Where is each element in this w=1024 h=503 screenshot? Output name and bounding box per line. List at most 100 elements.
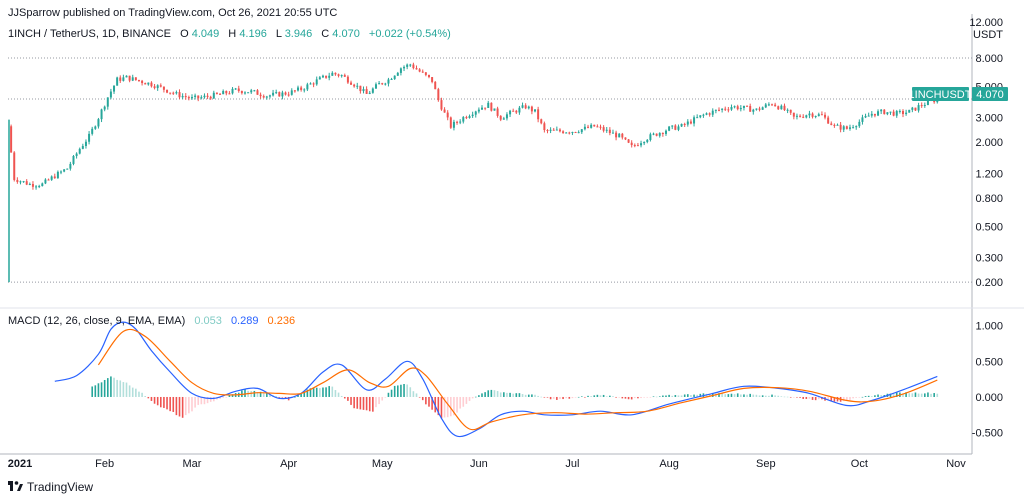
brand: TradingView	[8, 480, 93, 494]
time-axis-label: Oct	[851, 458, 868, 470]
candle-up	[459, 121, 462, 123]
candle-up	[583, 126, 586, 130]
macd-histogram-bar	[593, 395, 596, 397]
time-axis-label: Aug	[659, 458, 679, 470]
macd-histogram-bar	[924, 393, 926, 397]
candle-down	[300, 87, 303, 90]
candle-up	[41, 183, 44, 187]
macd-histogram-bar	[499, 392, 502, 397]
candle-up	[265, 96, 268, 98]
time-axis-label: Sep	[756, 458, 776, 470]
candle-up	[730, 107, 733, 110]
candle-down	[624, 137, 627, 140]
time-axis-label: Jul	[565, 458, 579, 470]
candle-up	[867, 115, 870, 117]
candle-up	[272, 92, 275, 96]
last-price-tag-value-bg	[972, 87, 1008, 101]
macd-macd-value: 0.289	[231, 315, 259, 327]
macd-histogram-bar	[736, 393, 739, 397]
macd-histogram-bar	[721, 393, 723, 397]
candle-down	[512, 110, 515, 112]
macd-tick-label: 1.000	[975, 321, 1003, 333]
candle-up	[786, 109, 789, 111]
macd-histogram-bar	[178, 396, 181, 417]
candle-down	[901, 110, 904, 115]
candle-up	[331, 72, 334, 76]
candle-up	[521, 105, 524, 108]
candle-down	[240, 91, 243, 94]
candle-up	[303, 89, 306, 91]
macd-histogram-bar	[674, 395, 677, 397]
macd-histogram-bar	[864, 396, 867, 397]
macd-histogram-bar	[474, 396, 477, 398]
macd-histogram-bar	[278, 396, 281, 398]
candle-down	[187, 97, 190, 99]
macd-histogram-bar	[524, 394, 527, 397]
last-price-tag-value: 4.070	[976, 89, 1004, 101]
macd-histogram-bar	[605, 396, 608, 397]
candle-down	[178, 92, 181, 98]
candle-up	[468, 116, 471, 118]
change-value: +0.022 (+0.54%)	[369, 28, 451, 40]
macd-histogram-bar	[503, 392, 505, 397]
macd-histogram-bar	[602, 394, 605, 397]
candle-up	[870, 113, 873, 116]
macd-histogram-bar	[590, 396, 592, 397]
candle-up	[297, 87, 300, 91]
macd-hist-value: 0.053	[194, 315, 222, 327]
macd-histogram-bar	[103, 379, 106, 397]
macd-histogram-bar	[453, 396, 455, 416]
macd-histogram-bar	[418, 396, 421, 398]
candle-up	[696, 117, 699, 119]
macd-histogram-bar	[256, 392, 259, 397]
candle-down	[237, 88, 240, 92]
candle-down	[421, 71, 424, 73]
macd-histogram-bar	[100, 382, 103, 397]
macd-histogram-bar	[612, 396, 614, 397]
macd-histogram-bar	[113, 377, 115, 397]
price-tick-label: 8.000	[975, 53, 1003, 65]
macd-histogram-bar	[733, 394, 736, 397]
macd-histogram-bar	[658, 396, 661, 397]
candle-down	[128, 75, 131, 81]
candle-down	[552, 129, 555, 131]
macd-histogram-bar	[768, 395, 770, 397]
macd-histogram-bar	[630, 396, 633, 400]
macd-histogram-bar	[156, 396, 159, 406]
macd-histogram-bar	[506, 392, 508, 397]
candle-down	[496, 108, 499, 116]
candle-down	[346, 76, 349, 83]
candle-down	[830, 123, 833, 125]
macd-histogram-bar	[743, 394, 745, 397]
macd-histogram-bar	[400, 384, 402, 397]
macd-histogram-bar	[920, 393, 923, 397]
candle-down	[424, 72, 427, 75]
candle-up	[842, 126, 845, 130]
macd-histogram-bar	[814, 396, 817, 401]
macd-histogram-bar	[431, 396, 433, 410]
candle-up	[671, 125, 674, 127]
candle-down	[636, 145, 639, 147]
candle-up	[340, 75, 343, 77]
candle-down	[596, 126, 599, 128]
candle-up	[611, 132, 614, 134]
macd-histogram-bar	[306, 389, 309, 397]
candle-up	[231, 88, 234, 94]
candle-up	[808, 113, 811, 116]
macd-histogram-bar	[724, 394, 727, 397]
macd-histogram-bar	[300, 394, 302, 397]
macd-histogram-bar	[481, 393, 483, 397]
candle-up	[649, 134, 652, 140]
macd-histogram-bar	[390, 389, 393, 397]
candle-down	[708, 113, 711, 115]
macd-histogram-bar	[764, 395, 767, 397]
macd-histogram-bar	[303, 392, 306, 397]
candle-up	[711, 110, 714, 115]
macd-histogram-bar	[565, 396, 567, 399]
candle-up	[250, 90, 253, 93]
macd-histogram-bar	[343, 396, 346, 399]
candle-down	[515, 110, 518, 113]
candle-up	[194, 95, 197, 98]
macd-histogram-bar	[259, 391, 262, 397]
macd-histogram-bar	[774, 395, 776, 397]
